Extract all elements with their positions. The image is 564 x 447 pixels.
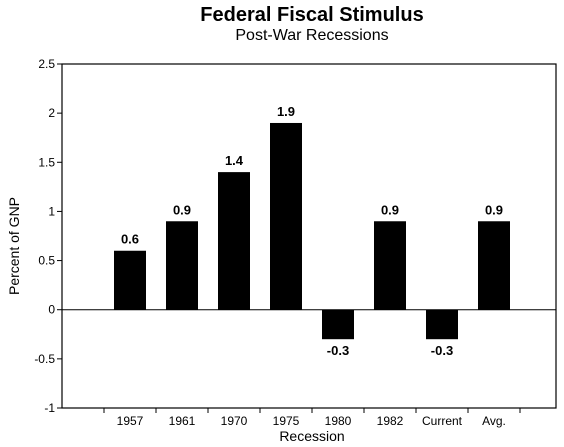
bar-data-labels: 0.6 0.9 1.4 1.9 -0.3 0.9 -0.3 0.9	[121, 104, 503, 358]
x-tick-label: 1961	[169, 414, 196, 428]
bar-1982	[374, 221, 406, 310]
y-tick-label: 2	[48, 106, 55, 120]
bar-data-label: 0.6	[121, 232, 139, 247]
bar-1961	[166, 221, 198, 310]
plot-area-frame	[61, 63, 557, 409]
y-tick-label: 2.5	[38, 57, 55, 71]
y-tick-label: 1	[48, 204, 55, 218]
y-tick-label: -0.5	[34, 352, 55, 366]
bar-data-label: 0.9	[173, 202, 191, 217]
y-axis-ticks: -1 -0.5 0 0.5 1 1.5 2 2.5	[34, 57, 62, 415]
bar-data-label: 0.9	[381, 202, 399, 217]
x-tick-label: Current	[422, 414, 463, 428]
y-tick-label: 0	[48, 303, 55, 317]
bar-avg	[478, 221, 510, 310]
x-tick-label: 1980	[325, 414, 352, 428]
bar-data-label: 1.4	[225, 153, 244, 168]
y-tick-label: 1.5	[38, 155, 55, 169]
y-axis-title: Percent of GNP	[6, 197, 22, 295]
x-tick-labels: 1957 1961 1970 1975 1980 1982 Current Avg.	[117, 414, 506, 428]
x-tick-label: Avg.	[482, 414, 506, 428]
bar-data-label: 0.9	[485, 202, 503, 217]
bar-data-label: 1.9	[277, 104, 295, 119]
x-tick-label: 1975	[273, 414, 300, 428]
bar-1957	[114, 250, 146, 310]
x-axis-title: Recession	[279, 428, 344, 444]
x-axis-ticks	[103, 408, 521, 413]
bar-data-label: -0.3	[327, 343, 349, 358]
bar-current	[426, 309, 458, 340]
y-tick-label: 0.5	[38, 254, 55, 268]
bar-1975	[270, 122, 302, 310]
bar-data-label: -0.3	[431, 343, 453, 358]
y-tick-label: -1	[44, 401, 55, 415]
chart-title: Federal Fiscal Stimulus	[200, 4, 424, 26]
x-tick-label: 1970	[221, 414, 248, 428]
bars	[114, 122, 510, 340]
x-tick-label: 1982	[377, 414, 404, 428]
x-tick-label: 1957	[117, 414, 144, 428]
chart-subtitle: Post-War Recessions	[235, 27, 389, 44]
bar-1970	[218, 172, 250, 310]
bar-1980	[322, 309, 354, 340]
